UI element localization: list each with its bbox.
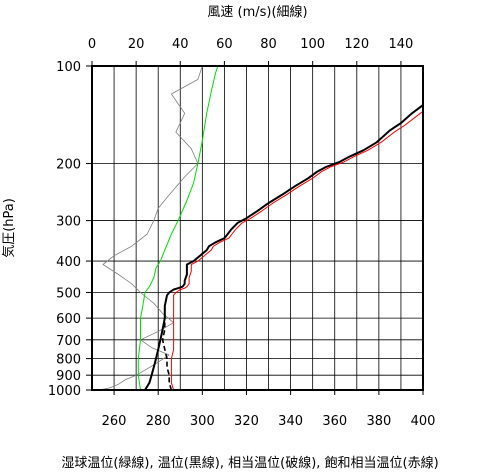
wind-tick-label: 0 — [88, 37, 96, 52]
series-line-wet-bulb — [137, 66, 219, 390]
pressure-tick-label: 600 — [56, 312, 81, 327]
temperature-tick-label: 400 — [411, 414, 436, 429]
temperature-tick-label: 300 — [190, 414, 215, 429]
wind-tick-label: 60 — [216, 37, 233, 52]
pressure-tick-label: 800 — [56, 353, 81, 368]
pressure-tick-label: 1000 — [48, 384, 81, 399]
temperature-tick-label: 360 — [322, 414, 347, 429]
wind-tick-label: 80 — [260, 37, 277, 52]
grid-lines — [91, 65, 424, 391]
wind-tick-label: 40 — [172, 37, 189, 52]
temperature-tick-label: 340 — [278, 414, 303, 429]
temperature-tick-label: 380 — [366, 414, 391, 429]
pressure-tick-label: 500 — [56, 286, 81, 301]
series-line-wind — [98, 66, 203, 390]
series-line-equivalent — [161, 295, 173, 390]
plot-frame — [91, 65, 424, 391]
temperature-tick-label: 320 — [234, 414, 259, 429]
series-line-saturated — [170, 110, 423, 390]
pressure-tick-label: 900 — [56, 369, 81, 384]
wind-tick-label: 20 — [128, 37, 145, 52]
pressure-axis-title: 気圧(hPa) — [1, 198, 17, 258]
top-axis-title: 風速 (m/s)(細線) — [207, 4, 307, 20]
wind-tick-label: 100 — [300, 37, 325, 52]
bottom-axis-title: 湿球温位(緑線), 温位(黒線), 相当温位(破線), 飽和相当温位(赤線) — [61, 455, 438, 471]
wind-tick-label: 140 — [389, 37, 414, 52]
temperature-tick-label: 280 — [146, 414, 171, 429]
bottom-axis-ticks: 260 280 300 320 340 360 380 400 — [102, 390, 436, 429]
pressure-tick-label: 300 — [56, 215, 81, 230]
data-series — [98, 66, 423, 390]
top-axis-ticks: 0 20 40 60 80 100 120 140 — [88, 37, 413, 66]
pressure-tick-label: 100 — [56, 60, 81, 75]
temperature-tick-label: 260 — [102, 414, 127, 429]
pressure-tick-label: 700 — [56, 334, 81, 349]
pressure-tick-label: 400 — [56, 255, 81, 270]
pressure-tick-label: 200 — [56, 158, 81, 173]
wind-tick-label: 120 — [344, 37, 369, 52]
series-line-potential — [144, 104, 423, 390]
